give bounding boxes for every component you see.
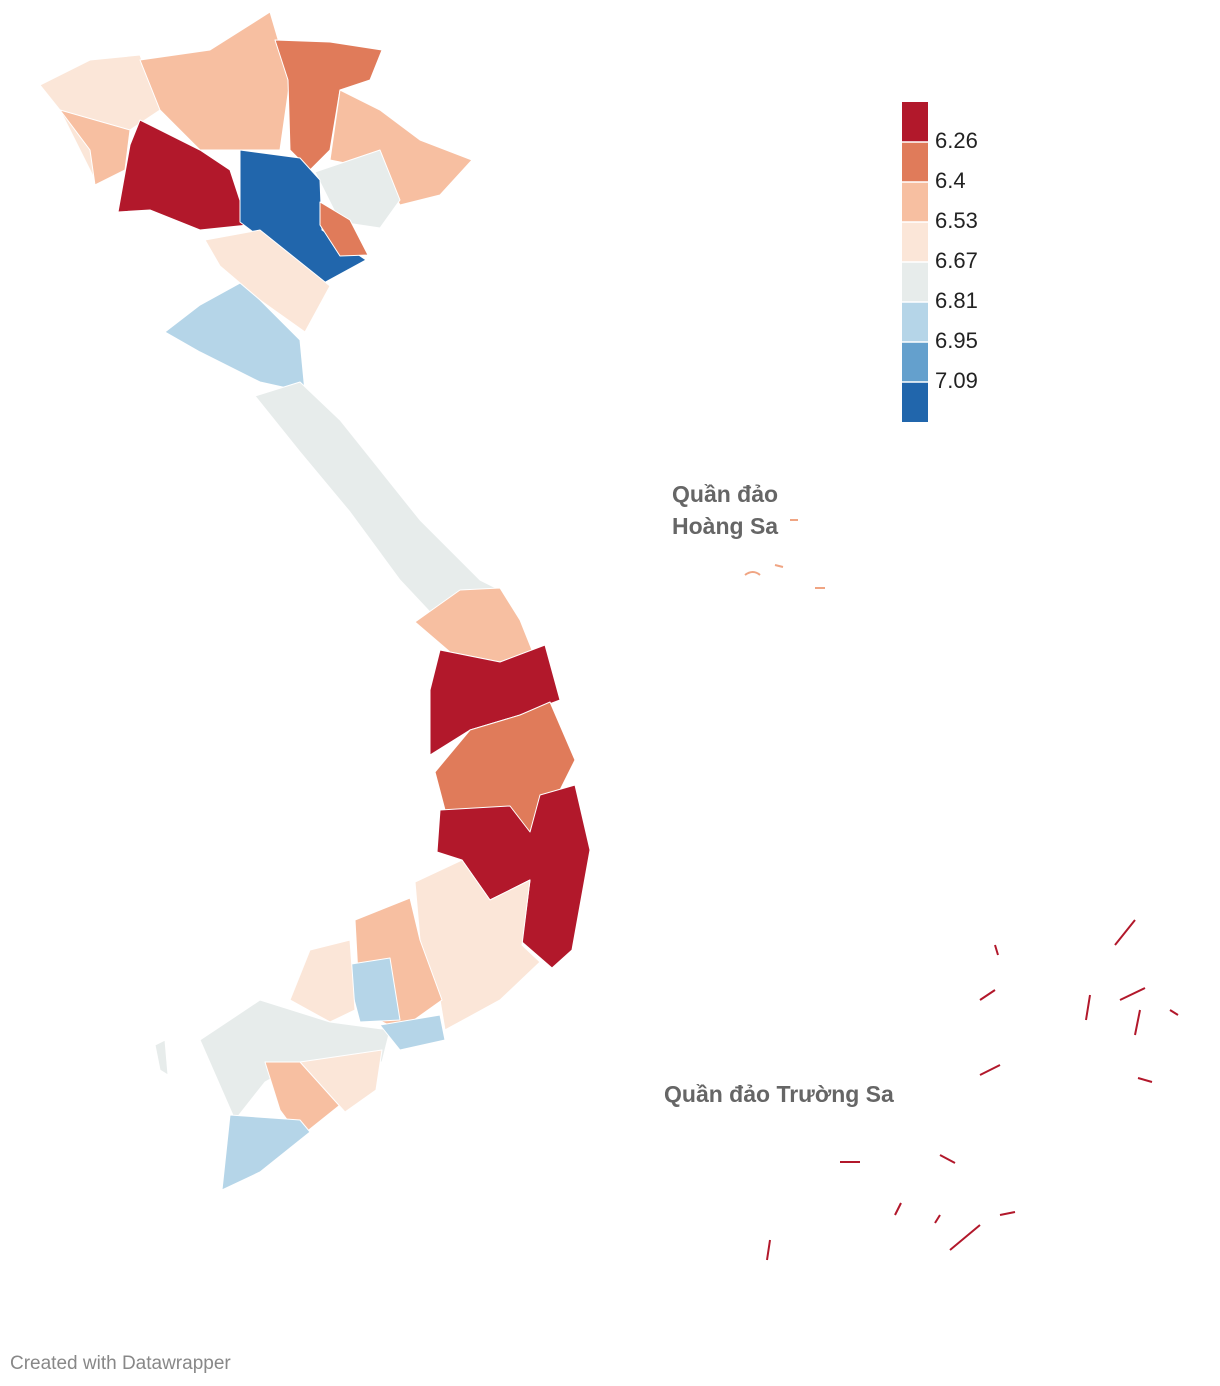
island xyxy=(744,519,825,589)
legend-label: 7.09 xyxy=(935,368,978,393)
island-label: Quần đảo xyxy=(672,481,778,507)
legend-label: 6.53 xyxy=(935,208,978,233)
legend-swatch xyxy=(902,262,928,302)
region xyxy=(274,39,383,171)
region xyxy=(379,1014,446,1051)
legend-label: 6.4 xyxy=(935,168,966,193)
island-label: Quần đảo Trường Sa xyxy=(664,1081,894,1107)
region xyxy=(299,1049,383,1113)
legend-swatch xyxy=(902,102,928,142)
region xyxy=(39,54,161,181)
islands xyxy=(744,519,1179,1261)
region xyxy=(254,381,501,613)
legend-swatch xyxy=(902,222,928,262)
legend-label: 6.26 xyxy=(935,128,978,153)
region xyxy=(117,119,249,231)
island-label: Hoàng Sa xyxy=(672,513,778,539)
region xyxy=(154,1039,169,1076)
region xyxy=(164,282,306,393)
regions xyxy=(39,11,591,1191)
legend-swatch xyxy=(902,142,928,182)
legend-swatch xyxy=(902,182,928,222)
region xyxy=(139,11,291,151)
footer: Created with Datawrapper xyxy=(10,1353,231,1374)
region xyxy=(289,939,356,1023)
legend: 6.26 6.4 6.53 6.67 6.81 6.95 7.09 xyxy=(902,102,978,422)
region xyxy=(199,999,391,1121)
island xyxy=(766,919,1179,1261)
region xyxy=(59,109,131,186)
legend-swatch xyxy=(902,342,928,382)
legend-swatch xyxy=(902,382,928,422)
legend-label: 6.67 xyxy=(935,248,978,273)
legend-label: 6.95 xyxy=(935,328,978,353)
region xyxy=(221,1114,311,1191)
legend-label: 6.81 xyxy=(935,288,978,313)
legend-swatch xyxy=(902,302,928,342)
region xyxy=(319,201,369,257)
region xyxy=(204,229,331,333)
